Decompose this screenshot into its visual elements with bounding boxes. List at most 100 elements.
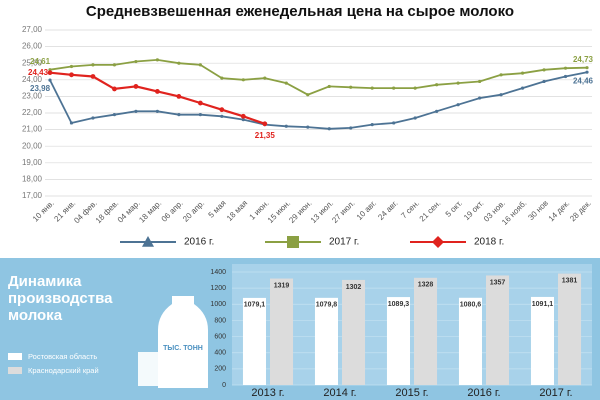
point [306,93,310,97]
legend-swatch [8,353,22,360]
bar [314,297,338,385]
point [176,94,182,99]
data-label: 24,61 [30,57,51,66]
point [478,96,482,100]
point [370,123,374,127]
y-tick-label: 1200 [210,285,226,292]
y-tick-label: 25,00 [22,58,43,67]
bar [242,297,266,385]
data-label: 1080,6 [460,302,482,309]
y-tick-label: 200 [214,366,226,373]
legend-marker [142,236,154,247]
point [327,84,331,89]
point [435,83,439,87]
legend-label: Краснодарский край [28,366,99,375]
point [112,63,117,67]
data-label: 1079,1 [244,302,266,309]
y-tick-label: 26,00 [22,42,43,51]
point [112,113,117,117]
legend-label: 2016 г. [184,237,214,248]
data-label: 1079,8 [316,302,338,309]
panel-title: Динамика производства молока [8,273,113,324]
point [306,125,310,129]
point [563,66,568,70]
point [133,84,139,89]
y-tick-label: 20,00 [22,141,43,150]
legend-marker [432,236,444,248]
point [499,73,503,77]
point [392,121,396,125]
point [435,109,439,113]
data-label: 24,73 [573,55,594,64]
point [112,86,117,92]
point [48,78,52,82]
point [563,74,568,79]
point [91,116,95,120]
data-label: 24,46 [573,76,594,85]
point [69,121,74,125]
point [155,58,159,62]
bar [342,279,366,385]
point [542,68,546,72]
point [240,113,246,119]
data-label: 1357 [490,279,506,286]
data-label: 1091,1 [532,301,554,308]
series-line [49,58,588,96]
point [262,121,268,127]
point [284,81,288,85]
point [134,59,138,64]
y-tick-label: 17,00 [22,191,43,200]
point [90,74,96,79]
point [499,93,503,97]
bar [458,297,482,385]
point [413,116,417,120]
point [456,103,460,107]
point [413,86,417,90]
data-label: 1381 [562,277,578,284]
point [392,86,396,90]
x-tick-label: 2015 г. [395,387,428,399]
y-tick-label: 1000 [210,301,226,308]
point [327,127,331,131]
bar [558,273,582,385]
bottle [158,296,208,388]
point [220,114,224,118]
point [177,61,181,65]
point [520,86,525,90]
point [585,70,589,74]
point [542,79,546,84]
y-tick-label: 19,00 [22,158,43,167]
bar [530,296,554,385]
x-tick-label: 2017 г. [539,387,572,399]
legend-label: 2018 г. [474,237,504,248]
y-tick-label: 22,00 [22,108,43,117]
bar [270,278,294,385]
y-tick-label: 21,00 [22,125,43,134]
glass [138,352,164,386]
data-label: 21,35 [255,131,276,140]
point [370,86,374,90]
legend-label: 2017 г. [329,237,359,248]
y-tick-label: 18,00 [22,175,43,184]
point [520,71,525,75]
series-line [49,71,588,130]
point [69,72,74,78]
unit-note: ТЫС. ТОНН [163,345,203,352]
point [349,126,353,130]
data-label: 1302 [346,284,362,291]
title-line: производства [8,290,113,307]
x-tick-label: 2016 г. [467,387,500,399]
point [198,113,202,117]
point [198,63,202,67]
point [69,64,74,69]
bar [386,297,410,385]
milk-icon [138,296,208,388]
point [220,76,224,80]
title-line: Динамика [8,273,82,290]
title-line: молока [8,307,63,324]
y-tick-label: 1400 [210,269,226,276]
y-tick-label: 400 [214,350,226,357]
y-tick-label: 24,00 [22,75,43,84]
data-label: 23,98 [30,84,51,93]
